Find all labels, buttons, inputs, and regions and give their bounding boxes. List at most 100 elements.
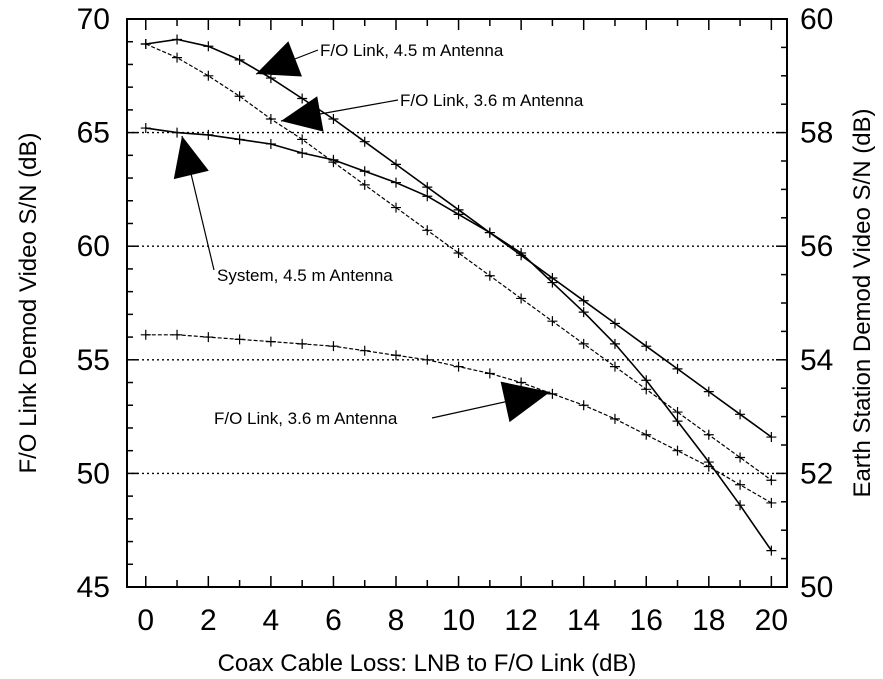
series-3-point-7 [359,345,370,356]
series-2-point-19 [735,500,746,511]
series-1-point-17 [672,407,683,418]
series-3-point-12 [516,377,527,388]
series-0-point-5 [297,93,308,104]
series-1-point-16 [641,384,652,395]
series-0-point-14 [578,295,589,306]
series-1-point-1 [172,52,183,63]
x-tick-label-16: 16 [630,604,663,637]
series-2-point-10 [453,209,464,220]
y2-tick-label-60: 60 [800,3,833,36]
series-3-point-15 [609,413,620,424]
series-2-point-14 [578,307,589,318]
annotation-arrow-fo-45-arrowhead [256,41,302,77]
series-3-point-8 [391,350,402,361]
series-0-point-20 [766,432,777,443]
series-1-point-20 [766,475,777,486]
series-1-point-15 [609,361,620,372]
x-tick-label-20: 20 [755,604,788,637]
x-axis-title: Coax Cable Loss: LNB to F/O Link (dB) [218,650,637,677]
series-2-point-13 [547,277,558,288]
series-1-point-5 [297,134,308,145]
y2-axis-title: Earth Station Demod Video S/N (dB) [849,108,876,497]
y-tick-label-60: 60 [77,230,110,263]
series-3-point-19 [735,479,746,490]
series-2-point-8 [391,177,402,188]
series-3-point-13 [547,388,558,399]
series-0-point-19 [735,409,746,420]
ticks: 0 2 4 6 8 10 12 14 16 18 20 45 50 55 60 65 70 50 52 54 56 58 6… [77,3,834,637]
series-1-point-3 [234,91,245,102]
series-1-point-11 [484,270,495,281]
series-3-point-20 [766,497,777,508]
series-0-point-2 [203,41,214,52]
x-tick-label-14: 14 [567,604,600,637]
series-3-point-1 [172,329,183,340]
series-1-point-4 [265,113,276,124]
series-line-1 [145,43,772,481]
series-3-point-6 [328,341,339,352]
series-2-point-12 [516,248,527,259]
series-2-point-11 [484,227,495,238]
y-axis-title: F/O Link Demod Video S/N (dB) [15,132,42,473]
series-2-point-17 [672,416,683,427]
series-1-point-9 [422,225,433,236]
series-0-point-9 [422,182,433,193]
x-tick-label-0: 0 [137,604,154,637]
x-tick-label-8: 8 [388,604,405,637]
x-tick-label-6: 6 [325,604,342,637]
series-3-point-0 [140,329,151,340]
series-1-point-18 [703,429,714,440]
series-3-point-14 [578,400,589,411]
series-2-point-7 [359,166,370,177]
series-1-point-14 [578,338,589,349]
series-1-point-10 [453,248,464,259]
series-2-point-9 [422,191,433,202]
series-1-point-7 [359,179,370,190]
annotation-arrow-fo-36-upper-arrowhead [281,96,324,132]
x-tick-label-2: 2 [200,604,217,637]
series-2-point-1 [172,127,183,138]
annotation-label-fo-45: F/O Link, 4.5 m Antenna [320,41,504,60]
series-3-point-18 [703,461,714,472]
series-3-point-4 [265,336,276,347]
series-0-point-7 [359,136,370,147]
annotation-arrow-system-45-arrowhead [173,136,209,180]
series-1-point-12 [516,293,527,304]
series-2-point-3 [234,134,245,145]
series-0-point-1 [172,34,183,45]
series-2-point-6 [328,154,339,165]
x-tick-label-12: 12 [504,604,537,637]
x-tick-label-18: 18 [692,604,725,637]
series-1-point-19 [735,452,746,463]
series-3-point-5 [297,338,308,349]
series-2-point-5 [297,148,308,159]
series-1-point-8 [391,202,402,213]
series-group [140,34,777,556]
series-0-point-17 [672,363,683,374]
series-3-point-3 [234,334,245,345]
x-tick-label-10: 10 [442,604,475,637]
annotation-arrow-fo-36-lower-arrowhead [500,381,550,423]
series-1-point-13 [547,316,558,327]
series-1-point-2 [203,70,214,81]
series-2-point-16 [641,375,652,386]
series-2-point-15 [609,338,620,349]
y2-tick-label-56: 56 [800,230,833,263]
series-0-point-3 [234,54,245,65]
y-tick-label-70: 70 [77,3,110,36]
series-3-point-16 [641,429,652,440]
y-tick-label-65: 65 [77,117,110,150]
series-2-point-4 [265,138,276,149]
series-0-point-18 [703,386,714,397]
annotation-label-fo-36-lower: F/O Link, 3.6 m Antenna [214,409,398,428]
series-0-point-6 [328,113,339,124]
y-tick-label-50: 50 [77,457,110,490]
series-2-point-0 [140,123,151,134]
x-tick-label-4: 4 [263,604,280,637]
annotations [173,41,551,423]
y2-tick-label-58: 58 [800,117,833,150]
annotation-label-system-45: System, 4.5 m Antenna [217,266,393,285]
series-3-point-2 [203,332,214,343]
y-tick-label-45: 45 [77,571,110,604]
series-3-point-10 [453,361,464,372]
